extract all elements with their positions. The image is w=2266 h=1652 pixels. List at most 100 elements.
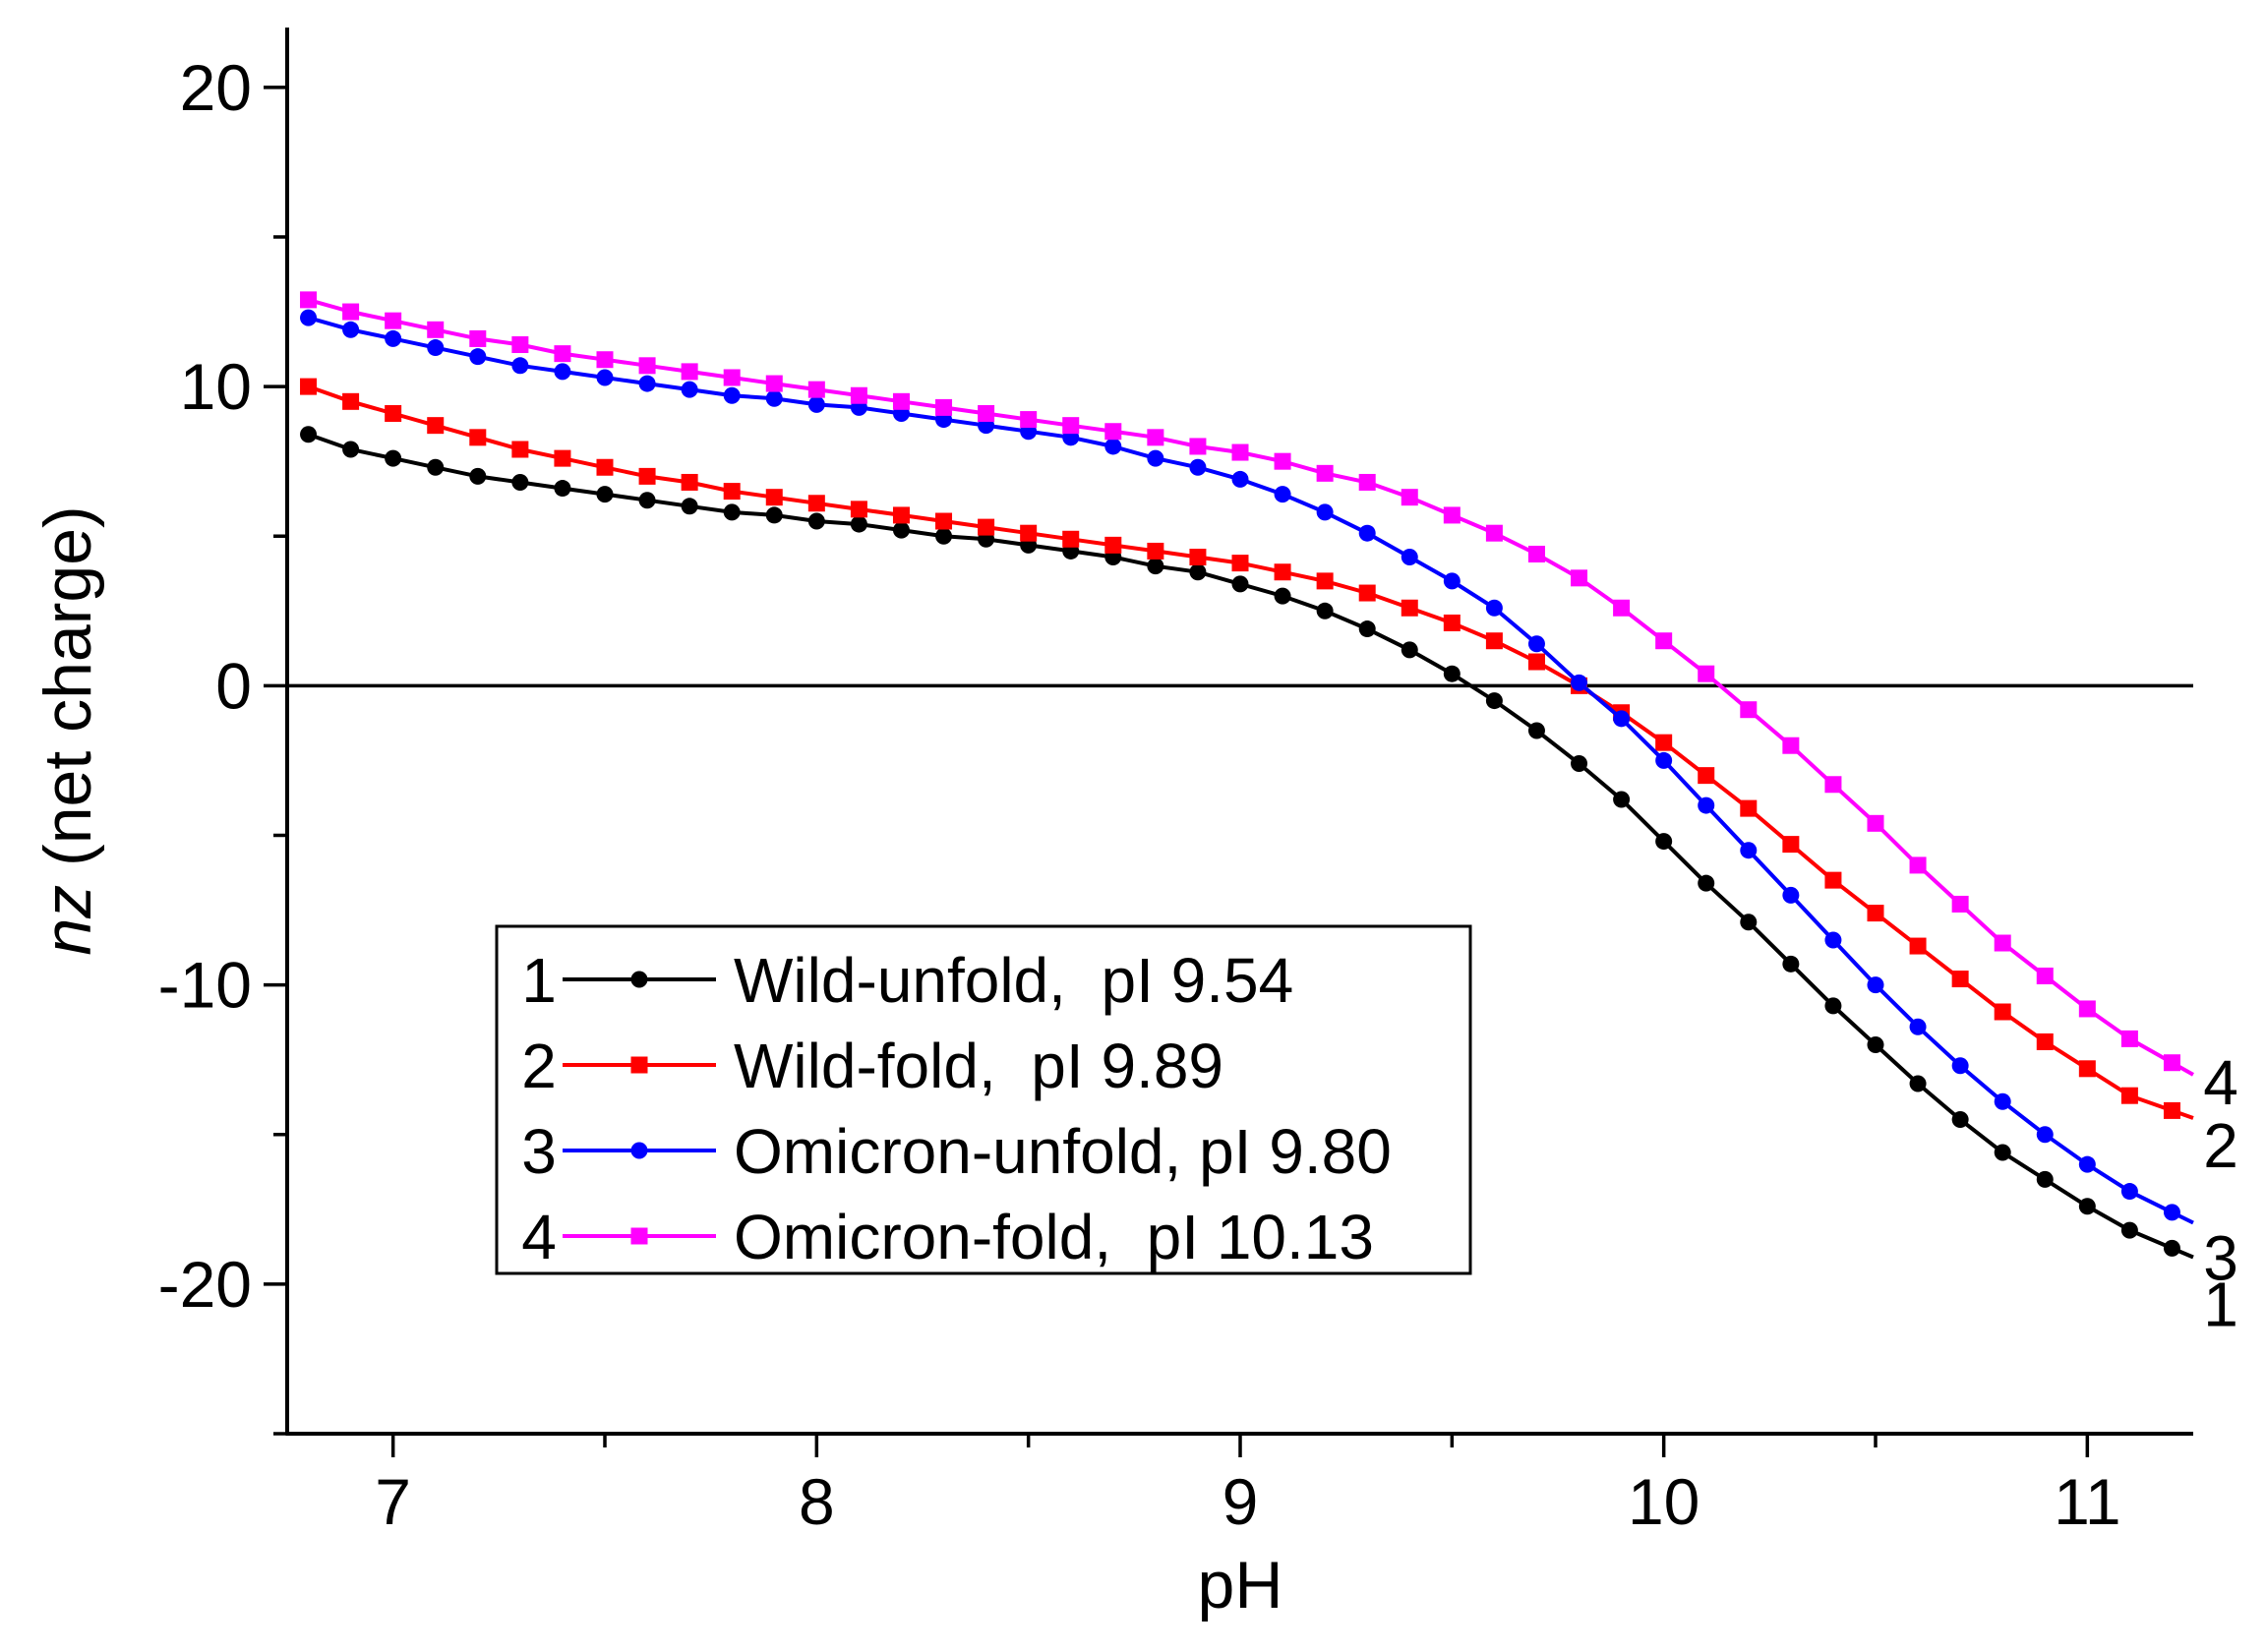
data-point-2	[1994, 1003, 2011, 1021]
data-point-4	[935, 398, 953, 416]
data-point-4	[1443, 506, 1461, 524]
data-point-2	[2120, 1087, 2138, 1104]
data-point-2	[807, 495, 825, 512]
data-point-2	[1189, 549, 1207, 566]
data-point-3	[1274, 486, 1291, 503]
series-line-2	[307, 384, 2194, 1120]
x-tick-label: 9	[1222, 1465, 1259, 1538]
data-point-4	[1189, 438, 1207, 455]
series-line-1	[307, 432, 2194, 1260]
data-point-4	[1020, 411, 1038, 429]
data-point-1	[1231, 575, 1249, 593]
data-point-4	[511, 336, 529, 354]
data-point-2	[1401, 599, 1418, 617]
data-point-3	[1613, 710, 1631, 728]
data-point-3	[2163, 1204, 2180, 1221]
legend-label: Wild-fold, pI 9.89	[734, 1031, 1223, 1101]
data-point-4	[1909, 856, 1927, 874]
data-point-4	[596, 351, 614, 369]
data-point-4	[2078, 1000, 2096, 1018]
data-point-1	[2078, 1198, 2096, 1215]
data-point-4	[1401, 489, 1418, 506]
data-point-3	[1189, 458, 1207, 476]
x-axis-title: pH	[1198, 1548, 1283, 1622]
series-end-label-2: 2	[2203, 1110, 2238, 1181]
axes: 7 8 9 10 11 -20 -10 0 10 20	[158, 28, 2193, 1538]
data-point-3	[1909, 1018, 1927, 1035]
data-point-3	[2120, 1183, 2138, 1201]
data-point-2	[511, 441, 529, 458]
data-point-2	[385, 404, 402, 422]
x-tick-label: 7	[375, 1465, 411, 1538]
data-point-3	[427, 339, 445, 357]
x-tick-label: 10	[1628, 1465, 1700, 1538]
y-axis-title: nz (net charge)	[30, 505, 105, 955]
data-point-1	[1994, 1144, 2011, 1161]
data-point-2	[892, 506, 910, 524]
legend-label: Wild-unfold, pI 9.54	[734, 945, 1293, 1016]
data-point-2	[1782, 836, 1800, 854]
data-point-4	[1571, 569, 1588, 587]
series-end-label-3: 3	[2203, 1223, 2238, 1294]
data-point-2	[1824, 871, 1842, 889]
data-point-2	[1147, 542, 1164, 560]
series-line-3	[307, 316, 2194, 1225]
data-point-1	[1824, 997, 1842, 1015]
y-axis-title-rest: (net charge)	[30, 505, 105, 885]
data-point-3	[1316, 503, 1334, 521]
data-point-4	[807, 381, 825, 398]
data-point-4	[2120, 1030, 2138, 1047]
data-point-2	[1358, 584, 1376, 602]
data-point-4	[1824, 776, 1842, 794]
legend-number: 4	[521, 1202, 557, 1272]
data-point-2	[978, 518, 995, 536]
data-point-4	[1613, 599, 1631, 617]
data-point-2	[1867, 905, 1884, 922]
data-point-2	[342, 392, 360, 410]
data-point-3	[596, 369, 614, 386]
data-point-3	[2036, 1126, 2054, 1144]
data-point-3	[1231, 470, 1249, 488]
data-point-1	[935, 527, 953, 545]
data-point-2	[935, 512, 953, 530]
series-3: 3	[300, 309, 2238, 1294]
data-point-3	[1443, 572, 1461, 590]
data-point-1	[892, 521, 910, 539]
data-point-1	[1443, 665, 1461, 682]
data-point-3	[2078, 1155, 2096, 1173]
data-point-3	[342, 321, 360, 338]
data-point-1	[554, 480, 571, 498]
data-point-4	[681, 363, 698, 381]
y-tick-label: 20	[180, 51, 252, 124]
data-point-3	[1358, 524, 1376, 542]
data-point-2	[1316, 572, 1334, 590]
data-point-1	[511, 473, 529, 491]
data-point-1	[469, 467, 487, 485]
data-point-2	[1104, 536, 1122, 554]
data-point-4	[765, 375, 783, 392]
data-point-3	[385, 329, 402, 347]
data-point-4	[1104, 423, 1122, 441]
data-point-2	[1062, 530, 1080, 548]
data-point-1	[681, 498, 698, 515]
x-tick-label: 8	[799, 1465, 835, 1538]
data-point-2	[1231, 555, 1249, 572]
data-point-2	[723, 483, 741, 501]
data-point-2	[1020, 524, 1038, 542]
legend-item-2: 2 Wild-fold, pI 9.89	[521, 1031, 1223, 1101]
data-point-4	[342, 303, 360, 321]
data-point-2	[596, 458, 614, 476]
series-4: 4	[300, 291, 2238, 1118]
legend-box	[495, 924, 1472, 1275]
y-tick-label: 10	[180, 350, 252, 423]
data-point-2	[427, 417, 445, 435]
data-point-3	[1867, 976, 1884, 994]
data-point-4	[1062, 417, 1080, 435]
data-point-4	[385, 312, 402, 329]
legend-swatch-marker	[630, 1142, 648, 1159]
data-point-4	[1655, 632, 1673, 650]
data-point-1	[1358, 620, 1376, 638]
data-point-1	[765, 506, 783, 524]
data-point-3	[511, 357, 529, 375]
